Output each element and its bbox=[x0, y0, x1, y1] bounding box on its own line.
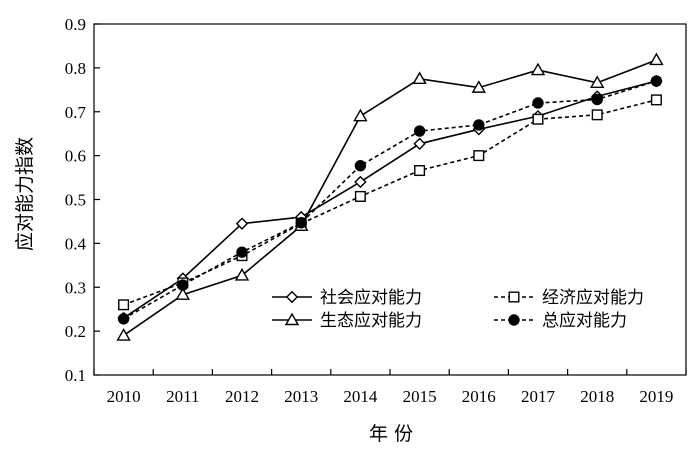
legend-label: 总应对能力 bbox=[542, 311, 627, 331]
series-layer bbox=[116, 52, 664, 341]
y-tick-label: 0.5 bbox=[65, 191, 86, 210]
data-point bbox=[473, 150, 485, 162]
data-point bbox=[591, 93, 603, 106]
data-point bbox=[530, 62, 546, 76]
x-tick-label: 2013 bbox=[284, 387, 318, 406]
series-line bbox=[123, 59, 657, 337]
legend-item: 社会应对能力 bbox=[272, 288, 422, 308]
series-line bbox=[123, 99, 657, 306]
data-point bbox=[532, 97, 544, 109]
series-3 bbox=[116, 52, 664, 341]
data-point bbox=[473, 119, 485, 131]
x-tick-label: 2011 bbox=[166, 387, 199, 406]
data-point bbox=[354, 160, 367, 172]
x-tick-label: 2017 bbox=[521, 387, 556, 406]
data-point bbox=[589, 75, 605, 88]
data-point bbox=[471, 80, 487, 93]
x-tick-label: 2015 bbox=[403, 387, 437, 406]
y-tick-label: 0.4 bbox=[65, 234, 87, 253]
x-axis-label: 年 份 bbox=[369, 423, 413, 445]
legend-item: 经济应对能力 bbox=[494, 288, 644, 308]
data-point bbox=[116, 328, 131, 341]
data-point bbox=[175, 287, 191, 300]
data-point bbox=[591, 109, 603, 121]
data-point bbox=[649, 52, 664, 66]
y-tick-label: 0.3 bbox=[65, 278, 86, 297]
data-point bbox=[117, 313, 130, 325]
x-tick-label: 2019 bbox=[639, 387, 673, 406]
data-point bbox=[412, 71, 427, 85]
y-tick-label: 0.6 bbox=[65, 147, 86, 166]
y-tick-label: 0.9 bbox=[65, 15, 86, 34]
legend-marker bbox=[508, 291, 520, 303]
x-tick-label: 2012 bbox=[225, 387, 259, 406]
data-point bbox=[353, 108, 368, 122]
data-point bbox=[354, 175, 367, 189]
legend-item: 生态应对能力 bbox=[272, 311, 422, 331]
data-point bbox=[650, 75, 663, 87]
legend-label: 经济应对能力 bbox=[542, 288, 644, 308]
y-tick-label: 0.8 bbox=[65, 59, 86, 78]
data-point bbox=[354, 190, 366, 202]
legend-item: 总应对能力 bbox=[494, 311, 627, 331]
y-axis-label: 应对能力指数 bbox=[14, 137, 36, 251]
data-point bbox=[235, 217, 249, 230]
series-line bbox=[123, 80, 657, 319]
y-tick-label: 0.1 bbox=[65, 366, 86, 385]
series-4 bbox=[117, 75, 663, 325]
series-2 bbox=[118, 94, 662, 311]
data-point bbox=[413, 125, 426, 137]
data-point bbox=[295, 217, 307, 229]
legend-marker bbox=[508, 314, 520, 326]
series-1 bbox=[117, 74, 663, 325]
data-point bbox=[234, 267, 250, 281]
axes: 0.1 0.2 0.3 0.4 0.5 0.6 0.7 0.8 0.9 2010 2011 2012 2… bbox=[65, 15, 687, 406]
data-point bbox=[177, 279, 189, 291]
legend-label: 生态应对能力 bbox=[320, 311, 422, 331]
data-point bbox=[414, 165, 426, 177]
legend-marker bbox=[285, 290, 299, 304]
data-point bbox=[413, 137, 426, 150]
y-tick-label: 0.2 bbox=[65, 322, 86, 341]
y-tick-label: 0.7 bbox=[65, 103, 87, 122]
data-point bbox=[118, 299, 130, 311]
x-tick-label: 2016 bbox=[462, 387, 496, 406]
x-tick-label: 2010 bbox=[107, 387, 141, 406]
data-point bbox=[236, 246, 248, 258]
data-point bbox=[532, 113, 544, 125]
legend-marker bbox=[284, 312, 300, 326]
x-tick-label: 2018 bbox=[580, 387, 614, 406]
x-tick-label: 2014 bbox=[343, 387, 378, 406]
legend-label: 社会应对能力 bbox=[320, 288, 422, 308]
series-line bbox=[123, 80, 657, 320]
data-point bbox=[650, 94, 662, 106]
